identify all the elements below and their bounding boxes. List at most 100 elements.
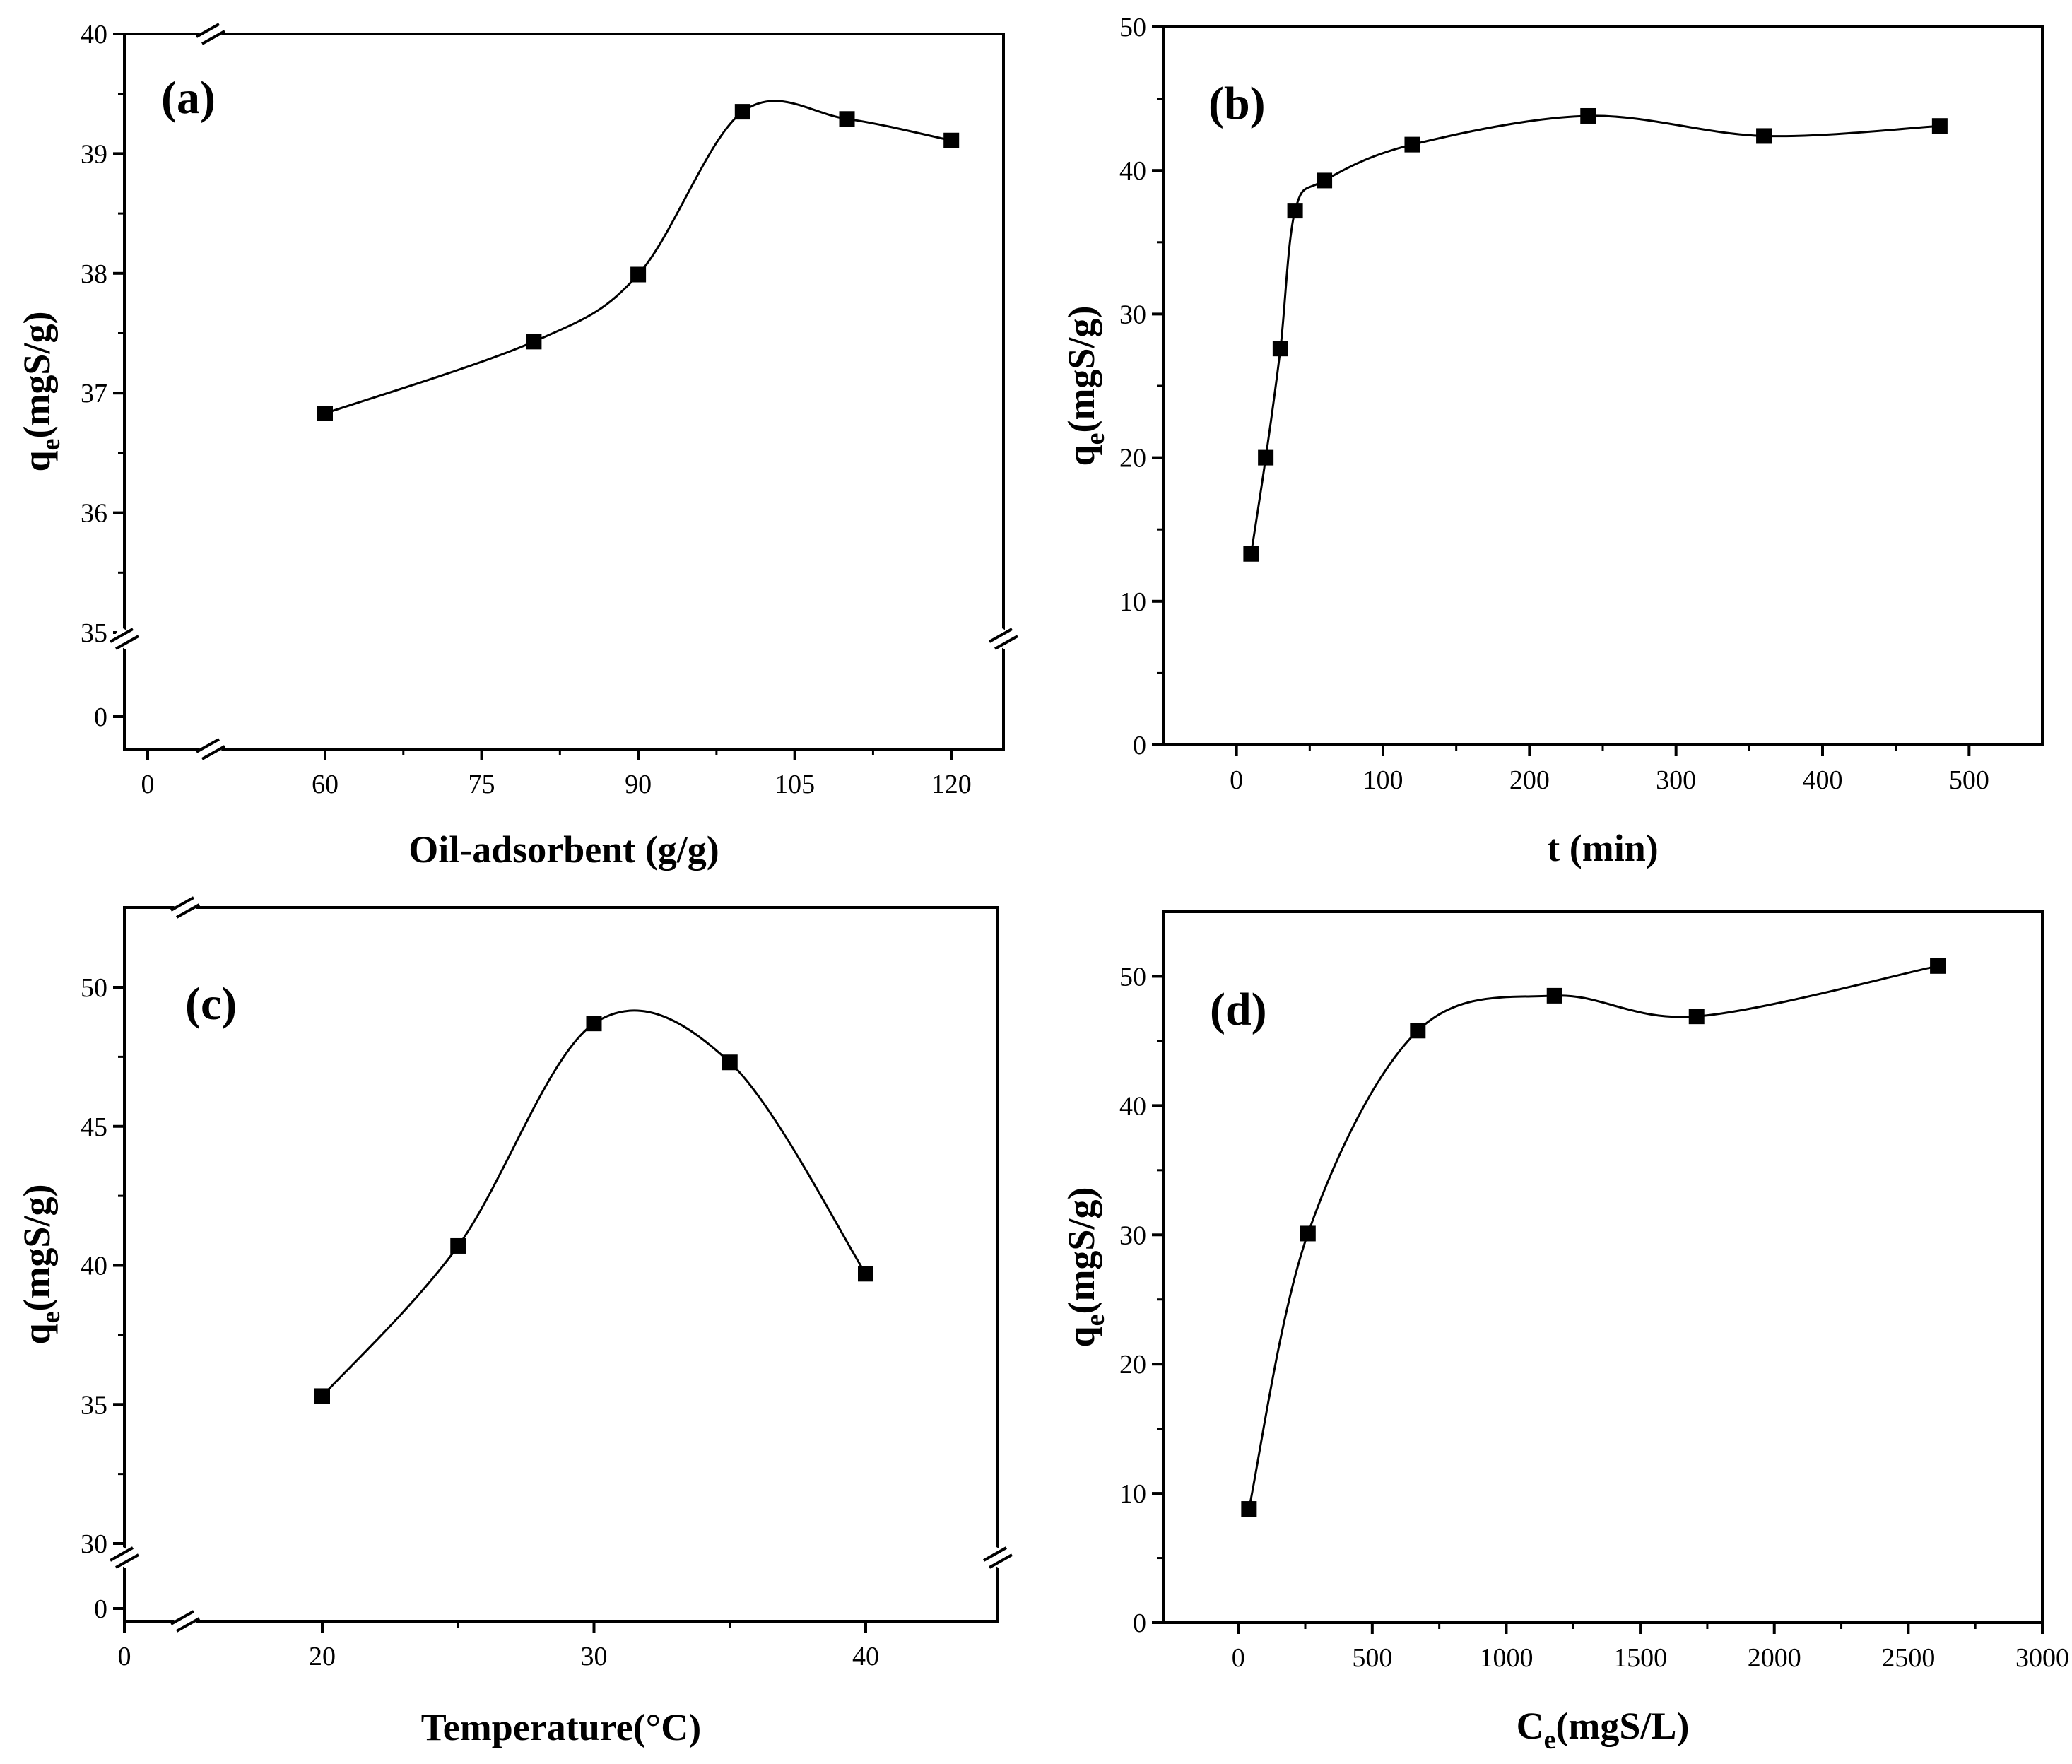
chart-panel-c: 0 20 30 40 0 30 35 40 45 50 (c) Temperature(°C) q… [16,895,1013,1748]
y-axis-title: qe(mgS/g) [1060,1187,1110,1348]
data-point [1410,1023,1426,1039]
y-tick-label: 36 [81,499,107,529]
data-point [450,1237,466,1254]
x-tick-label: 300 [1656,765,1696,795]
y-title-subscript: e [36,439,66,451]
data-point [1580,107,1596,124]
y-tick-label: 0 [94,702,107,732]
x-tick-label: 0 [1232,1643,1245,1673]
axis-breaks [110,21,1018,762]
data-point [1930,958,1946,974]
x-title-main: C [1517,1705,1544,1747]
y-axis-title: qe(mgS/g) [16,1184,66,1345]
y-title-subscript: e [36,1312,66,1324]
x-title-subscript: e [1544,1725,1556,1755]
y-tick-label: 50 [81,973,107,1003]
data-point [1258,449,1274,466]
data-point [1317,172,1333,189]
y-tick-label: 20 [1119,444,1146,474]
data-point [1404,136,1420,153]
axis-ticks: 0 20 30 40 0 30 35 40 45 50 [81,973,879,1671]
y-title-main: q [16,450,58,471]
y-axis-title: qe(mgS/g) [16,312,66,472]
panel-label: (b) [1208,78,1266,129]
x-title-units: (mgS/L) [1555,1705,1689,1747]
x-tick-label: 500 [1949,765,1989,795]
x-axis-title: t (min) [1547,827,1658,869]
y-tick-label: 30 [1119,300,1146,329]
x-tick-label: 60 [312,770,339,799]
y-title-units: (mgS/g) [16,312,58,439]
x-axis-break-top [196,21,225,47]
y-tick-label: 40 [81,20,107,49]
y-tick-label: 10 [1119,1479,1146,1509]
y-axis-break-right [983,1545,1013,1570]
data-point [630,266,647,283]
series-markers [1241,958,1946,1517]
y-tick-label: 40 [1119,156,1146,186]
y-axis-break-left [110,626,139,652]
x-tick-label: 100 [1363,765,1403,795]
y-title-main: q [16,1323,58,1344]
plot-frame [1162,910,2044,1624]
axis-ticks: 0 60 75 90 105 120 0 35 36 37 38 39 40 [81,20,972,799]
x-tick-label: 1000 [1479,1643,1533,1673]
x-axis-break-top [170,895,200,920]
axis-ticks: 0 500 1000 1500 2000 2500 3000 0 10 20 30 40 50 [1119,962,2069,1673]
data-point [526,334,542,350]
y-title-main: q [1060,445,1102,466]
y-tick-label: 37 [81,379,107,408]
x-axis-title: Ce(mgS/L) [1517,1705,1690,1755]
y-title-subscript: e [1081,433,1110,445]
data-point [839,111,855,127]
y-title-units: (mgS/g) [16,1184,58,1312]
y-title-subscript: e [1081,1315,1110,1327]
y-title-units: (mgS/g) [1060,1187,1102,1315]
x-tick-label: 0 [118,1642,131,1671]
x-axis-title: Temperature(°C) [421,1706,702,1748]
y-tick-label: 10 [1119,587,1146,617]
x-tick-label: 200 [1509,765,1550,795]
y-tick-label: 45 [81,1112,107,1142]
y-tick-label: 0 [94,1594,107,1624]
x-tick-label: 75 [469,770,495,799]
data-point [1272,341,1288,357]
x-tick-label: 105 [775,770,815,799]
y-axis-break-left [110,1545,139,1570]
y-tick-label: 20 [1119,1350,1146,1380]
x-tick-label: 120 [931,770,972,799]
axis-breaks [110,895,1013,1634]
series-markers [1243,107,1948,562]
y-tick-label: 50 [1119,962,1146,992]
x-tick-label: 20 [309,1642,336,1671]
x-axis-title: Oil-adsorbent (g/g) [408,828,719,871]
panel-label: (d) [1210,984,1267,1035]
data-point [858,1266,873,1282]
series-markers [314,1016,873,1404]
y-tick-label: 35 [81,1390,107,1420]
x-tick-label: 500 [1352,1643,1392,1673]
data-point [317,405,333,421]
y-axis-break-right [989,626,1018,652]
x-tick-label: 400 [1803,765,1843,795]
x-tick-label: 30 [581,1642,608,1671]
y-tick-label: 38 [81,259,107,289]
x-tick-label: 1500 [1613,1643,1667,1673]
data-point [1300,1225,1316,1242]
x-tick-label: 0 [1230,765,1243,795]
data-point [314,1388,330,1404]
plot-frame [123,33,1005,751]
y-tick-label: 0 [1133,1609,1146,1638]
series-markers [317,104,960,421]
chart-panel-a: 0 60 75 90 105 120 0 35 36 37 38 39 40 (a) Oil-adsor… [16,20,1018,871]
y-tick-label: 40 [81,1252,107,1281]
y-tick-label: 40 [1119,1091,1146,1121]
data-point [1287,203,1303,219]
data-point [1243,546,1259,562]
panel-label: (c) [185,978,237,1030]
y-tick-label: 30 [81,1529,107,1559]
